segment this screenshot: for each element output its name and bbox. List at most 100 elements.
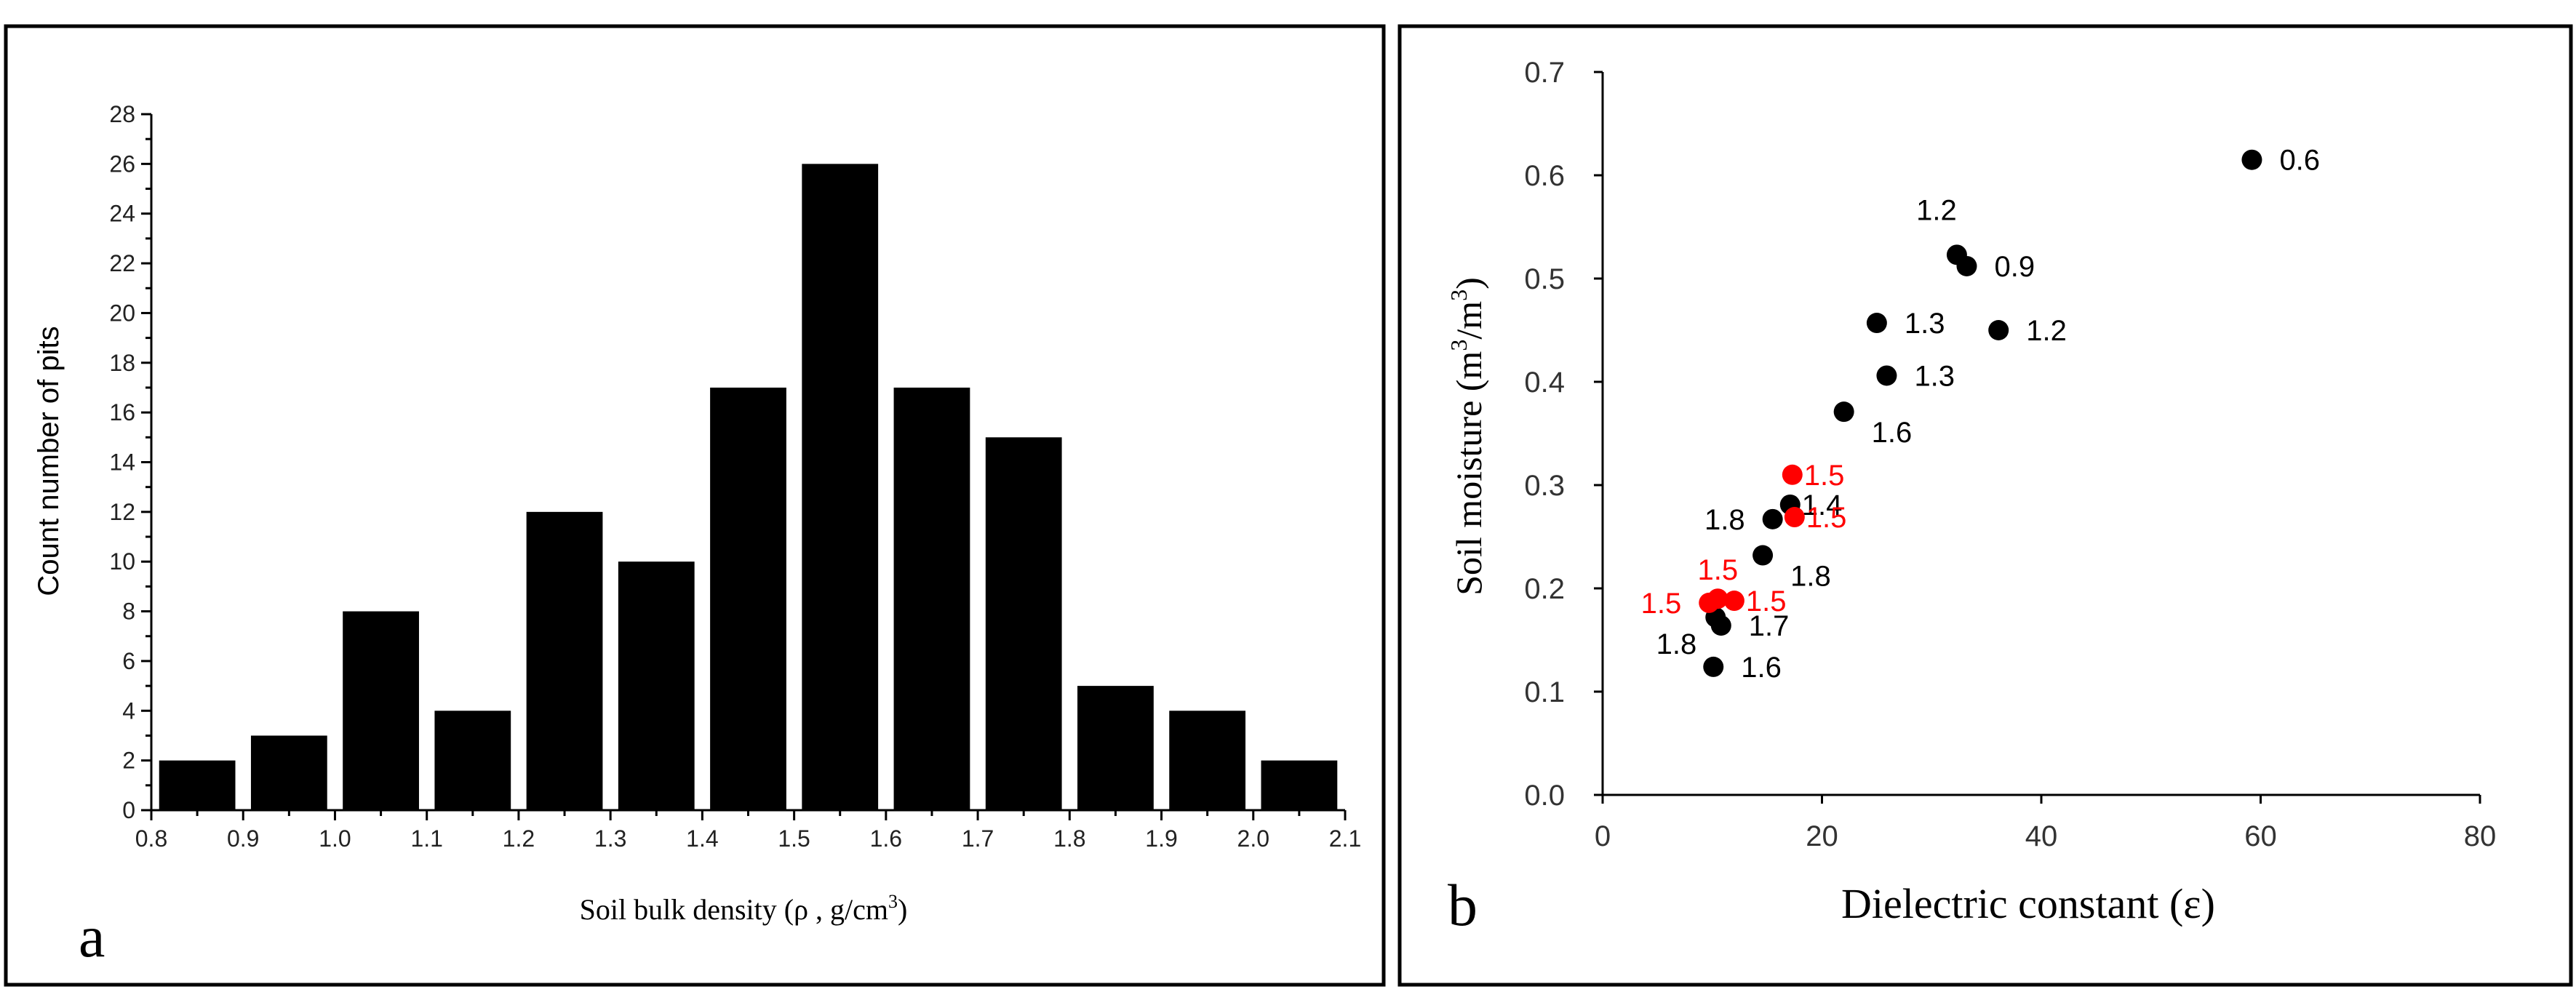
panel-b-point-label: 1.6 <box>1872 417 1913 449</box>
panel-b-frame <box>1397 24 2573 987</box>
panel-a-x-tick-label: 1.2 <box>503 825 535 852</box>
panel-a-bar <box>1077 686 1154 810</box>
panel-b-y-tick-label: 0.2 <box>1524 573 1565 605</box>
panel-b-point-black <box>1752 545 1774 566</box>
panel-b-x-tick-label: 40 <box>2025 820 2058 852</box>
panel-b-point-black <box>1876 365 1897 386</box>
panel-b-point-black <box>1956 255 1977 276</box>
panel-a-x-tick-label: 1.6 <box>870 825 902 852</box>
panel-a-bar <box>618 561 695 810</box>
panel-a-bars <box>159 164 1338 810</box>
panel-a-bar <box>985 437 1062 810</box>
panel-a-y-tick-label: 2 <box>122 748 135 774</box>
panel-b-y-ticks: 0.0 0.1 0.2 0.3 0.4 0.5 0.6 0.7 <box>1524 57 1603 812</box>
panel-a-bar <box>710 387 786 810</box>
panel-a-x-ticks: 0.8 0.9 1.0 1.1 1.2 1.3 1.4 1.5 1.6 1.7 1.8 1.9 2.0 2… <box>135 810 1361 852</box>
panel-b-points: 0.61.20.91.3 1.21.31.61.41.81.81.81.71.61… <box>1641 145 2320 684</box>
panel-b-point-label: 1.6 <box>1741 652 1782 684</box>
panel-b-point-black <box>1710 615 1731 636</box>
panel-a-x-tick-label: 1.4 <box>686 825 718 852</box>
panel-a-y-tick-label: 12 <box>109 499 135 525</box>
panel-b-point-label: 0.6 <box>2279 145 2320 177</box>
panel-b-point-black <box>1703 656 1724 677</box>
panel-b-x-tick-label: 20 <box>1806 820 1838 852</box>
panel-b-y-tick-label: 0.4 <box>1524 367 1565 399</box>
panel-b-point-label: 1.2 <box>1916 194 1957 226</box>
panel-a-y-tick-label: 22 <box>109 250 135 276</box>
panel-a-bar <box>893 387 970 810</box>
panel-b-point-black <box>2241 149 2262 170</box>
panel-b-point-label: 1.4 <box>1802 489 1843 521</box>
panel-a-x-axis-title: Soil bulk density (ρ , g/cm3) <box>580 891 908 926</box>
panel-a-x-tick-label: 1.5 <box>778 825 810 852</box>
panel-a-x-tick-label: 2.1 <box>1329 825 1361 852</box>
panel-b-scatter-plot: 0.0 0.1 0.2 0.3 0.4 0.5 0.6 0.7 0 20 40 60 80 0.6 1.… <box>1397 24 2573 987</box>
panel-a-y-tick-label: 0 <box>122 797 135 823</box>
panel-a-bar <box>802 164 879 810</box>
panel-b-point-black <box>1866 313 1887 334</box>
panel-a-x-tick-label: 1.3 <box>594 825 626 852</box>
panel-b-point-label: 1.5 <box>1697 554 1738 586</box>
panel-a-x-tick-label: 2.0 <box>1237 825 1269 852</box>
panel-a-y-tick-label: 14 <box>109 449 135 476</box>
panel-a-y-tick-label: 8 <box>122 599 135 625</box>
panel-b-y-tick-label: 0.6 <box>1524 160 1565 192</box>
panel-b-y-tick-label: 0.7 <box>1524 57 1565 89</box>
panel-a-y-tick-label: 18 <box>109 350 135 376</box>
panel-b-x-tick-label: 80 <box>2464 820 2497 852</box>
panel-b-y-axis-title: Soil moisture (m3/m3) <box>1445 277 1489 596</box>
panel-b-point-label: 1.7 <box>1749 610 1790 642</box>
panel-b-label: b <box>1448 872 1478 938</box>
panel-a-x-tick-label: 0.9 <box>227 825 259 852</box>
panel-a-x-tick-label: 1.1 <box>410 825 442 852</box>
panel-a-y-tick-label: 28 <box>109 101 135 127</box>
panel-b-point-label: 1.3 <box>1914 360 1955 392</box>
panel-a-y-tick-label: 24 <box>109 201 135 227</box>
panel-b-point-label: 1.8 <box>1656 628 1697 660</box>
panel-a-bar <box>159 760 236 810</box>
panel-a-bar <box>250 735 327 810</box>
panel-a-x-tick-label: 1.9 <box>1145 825 1177 852</box>
panel-a-y-tick-label: 10 <box>109 548 135 575</box>
panel-b-point-red <box>1782 464 1803 485</box>
panel-b-x-tick-label: 60 <box>2244 820 2277 852</box>
panel-a-y-tick-label: 4 <box>122 697 135 724</box>
panel-b-y-tick-label: 0.3 <box>1524 470 1565 502</box>
panel-b-point-red <box>1784 507 1805 528</box>
panel-b-point-label: 1.8 <box>1704 504 1745 536</box>
panel-b-point-label: 1.3 <box>1905 308 1945 340</box>
panel-a-y-tick-label: 16 <box>109 399 135 425</box>
panel-b-point-label: 1.5 <box>1804 460 1845 492</box>
panel-a-bar <box>434 711 511 810</box>
panel-b-point-black <box>1833 401 1854 423</box>
panel-b-x-ticks: 0 20 40 60 80 <box>1595 795 2496 852</box>
panel-b-point-red <box>1699 592 1720 613</box>
panel-b-x-tick-label: 0 <box>1595 820 1611 852</box>
panel-a-x-tick-label: 1.0 <box>319 825 351 852</box>
panel-a-bar <box>343 611 419 810</box>
panel-b-y-tick-label: 0.1 <box>1524 676 1565 708</box>
panel-b-point-label: 1.8 <box>1790 561 1831 593</box>
panel-b-point-label: 1.5 <box>1746 585 1787 617</box>
panel-b-point-red <box>1723 591 1744 612</box>
panel-a-label: a <box>79 903 105 969</box>
panel-b-point-label: 1.5 <box>1806 502 1847 534</box>
panel-a-bar <box>1169 711 1246 810</box>
panel-a-bar <box>1261 760 1338 810</box>
panel-b-point-label: 0.9 <box>1994 251 2035 283</box>
panel-b-point-black <box>1988 320 2009 340</box>
panel-a-y-tick-label: 6 <box>122 648 135 674</box>
panel-b-y-tick-label: 0.5 <box>1524 263 1565 295</box>
panel-a-y-tick-label: 20 <box>109 300 135 326</box>
panel-a-x-tick-label: 0.8 <box>135 825 167 852</box>
panel-b-point-label: 1.5 <box>1641 588 1682 620</box>
panel-b-point-label: 1.2 <box>2026 315 2067 347</box>
panel-a-bar <box>526 511 603 810</box>
panel-a-y-axis-title: Count number of pits <box>33 326 65 596</box>
panel-b-y-tick-label: 0.0 <box>1524 780 1565 812</box>
panel-a-x-tick-label: 1.8 <box>1053 825 1085 852</box>
panel-a-x-tick-label: 1.7 <box>962 825 994 852</box>
